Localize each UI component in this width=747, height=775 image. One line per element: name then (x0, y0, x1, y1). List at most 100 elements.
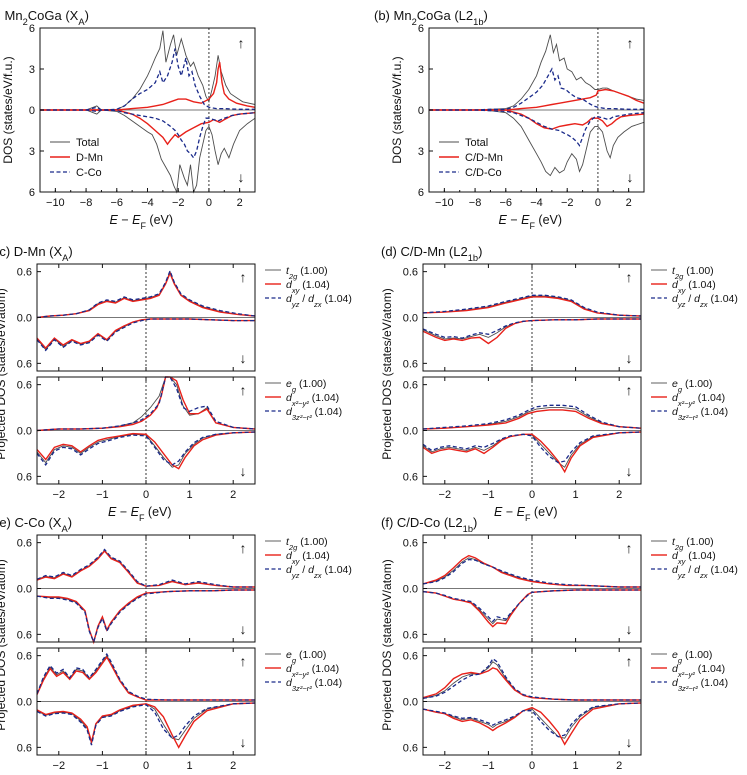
spin-up-arrow: ↑ (627, 35, 634, 51)
x-axis-label: E − EF (eV) (499, 213, 563, 231)
series-red-up (422, 296, 642, 317)
y-axis-label: Projected DOS (states/eV/atom) (0, 559, 8, 730)
panel-title: (c) D-Mn (XA) (0, 244, 73, 263)
y-tick-label: 0.0 (17, 697, 32, 709)
y-tick-label: 0.6 (403, 358, 418, 370)
series-red-up (40, 62, 256, 111)
series-blue-down (36, 702, 256, 746)
series-red-down (422, 702, 642, 746)
y-tick-label: 0.6 (403, 629, 418, 641)
spin-up-arrow: ↑ (240, 382, 247, 398)
x-tick-label: −10 (435, 197, 454, 209)
series-blue-up (36, 652, 255, 701)
series-red-up (429, 88, 645, 111)
y-axis-label: Projected DOS (states/eV/atom) (380, 288, 394, 459)
legend-label: eg (1.00) (672, 649, 712, 665)
legend-label: dyz / dzx (1.04) (286, 293, 352, 309)
series-blue-up (422, 294, 642, 317)
x-tick-label: −1 (482, 760, 495, 772)
subplot-eg: 0.6 0.0 0.6 ↑ ↓ eg (1.00)dx²−y² (1.04)d3z²−r²… (17, 647, 342, 756)
series-total-up (40, 30, 256, 111)
spin-down-arrow: ↓ (626, 734, 633, 750)
y-tick-label: 0.0 (403, 313, 418, 325)
series-blue-down (36, 318, 255, 352)
series-blue-down (422, 431, 642, 464)
x-tick-label: −2 (172, 197, 185, 209)
x-tick-label: 0 (143, 760, 149, 772)
panel-title: (f) C/D-Co (L21b) (381, 515, 477, 534)
panel-c: (c) D-Mn (XA) 0.6 0.0 0.6 ↑ ↓ t2g (1.00)dxy (1… (0, 244, 352, 523)
legend-label: d3z²−r² (1.04) (672, 406, 728, 422)
spin-up-arrow: ↑ (240, 540, 247, 556)
x-tick-label: −4 (530, 197, 543, 209)
x-axis-label: E − EF (eV) (108, 505, 172, 523)
legend-label: dxy (1.04) (286, 279, 330, 295)
y-tick-label: 0.0 (17, 313, 32, 325)
x-tick-label: −8 (80, 197, 93, 209)
series-blue-down (422, 702, 642, 738)
panel-title: (d) C/D-Mn (L21b) (381, 244, 482, 263)
spin-up-arrow: ↑ (626, 382, 633, 398)
series-blue-up (422, 657, 641, 701)
y-tick-label: 0.6 (403, 471, 418, 483)
series-total-down (40, 109, 256, 194)
legend-label: eg (1.00) (672, 378, 712, 394)
y-tick-label: 6 (418, 187, 424, 199)
series-blue-up (36, 548, 255, 588)
series-blue-down (36, 431, 256, 467)
x-tick-label: 0 (143, 489, 149, 501)
legend-label: t2g (1.00) (286, 265, 328, 281)
y-tick-label: 0.6 (17, 471, 32, 483)
y-tick-label: 0.0 (17, 584, 32, 596)
panel-title: (b) Mn2CoGa (L21b) (374, 8, 488, 27)
series-red-down (36, 431, 256, 470)
x-tick-label: 0 (529, 489, 535, 501)
x-tick-label: −1 (96, 489, 109, 501)
x-tick-label: 1 (573, 760, 579, 772)
series-blue-down (429, 109, 645, 147)
spin-up-arrow: ↑ (240, 653, 247, 669)
series-red-down (429, 109, 645, 130)
spin-down-arrow: ↓ (238, 169, 245, 185)
series-blue-up (422, 558, 641, 588)
series-blue-down (40, 109, 256, 160)
spin-down-arrow: ↓ (626, 463, 633, 479)
y-tick-label: 0.6 (17, 358, 32, 370)
spin-down-arrow: ↓ (626, 621, 633, 637)
subplot-eg: 0.6 0.0 0.6 ↑ ↓ eg (1.00)dx²−y² (1.04)d3z²−r²… (403, 376, 728, 485)
y-tick-label: 0.6 (403, 651, 418, 663)
subplot-t2g: 0.6 0.0 0.6 ↑ ↓ t2g (1.00)dxy (1.04)dyz / dzx… (403, 263, 738, 372)
legend-label: dx²−y² (1.04) (672, 663, 725, 679)
series-red-down (36, 702, 256, 749)
x-tick-label: 2 (237, 197, 243, 209)
legend-label: dxy (1.04) (286, 550, 330, 566)
y-tick-label: 0.0 (17, 426, 32, 438)
y-tick-label: 0.6 (17, 538, 32, 550)
series-red-down (40, 109, 256, 146)
y-axis-label: Projected DOS (states/eV/atom) (380, 559, 394, 730)
panel-d: (d) C/D-Mn (L21b)0.60.00.6↑↓t2g (1.00)dx… (380, 244, 738, 523)
series-total-down (36, 702, 256, 746)
y-tick-label: 0.6 (403, 742, 418, 754)
x-tick-label: −2 (561, 197, 574, 209)
y-tick-label: 0.6 (17, 651, 32, 663)
y-tick-label: 0.6 (17, 267, 32, 279)
x-tick-label: −6 (111, 197, 124, 209)
y-tick-label: 0 (29, 105, 35, 117)
legend-label: d3z²−r² (1.04) (672, 677, 728, 693)
x-tick-label: −2 (439, 760, 452, 772)
x-tick-label: 2 (230, 760, 236, 772)
spin-up-arrow: ↑ (626, 653, 633, 669)
legend-label: d3z²−r² (1.04) (286, 677, 342, 693)
spin-up-arrow: ↑ (626, 540, 633, 556)
x-tick-label: −1 (482, 489, 495, 501)
spin-down-arrow: ↓ (240, 621, 247, 637)
x-tick-label: −4 (141, 197, 154, 209)
panel-f: (f) C/D-Co (L21b)0.60.00.6↑↓t2g (1.00)dx… (380, 515, 738, 772)
y-tick-label: 0.0 (403, 697, 418, 709)
spin-down-arrow: ↓ (627, 169, 634, 185)
series-blue-up (36, 269, 256, 319)
subplot-t2g: 0.6 0.0 0.6 ↑ ↓ t2g (1.00)dxy (1.04)dyz / dzx… (17, 263, 352, 372)
x-tick-label: 2 (616, 760, 622, 772)
